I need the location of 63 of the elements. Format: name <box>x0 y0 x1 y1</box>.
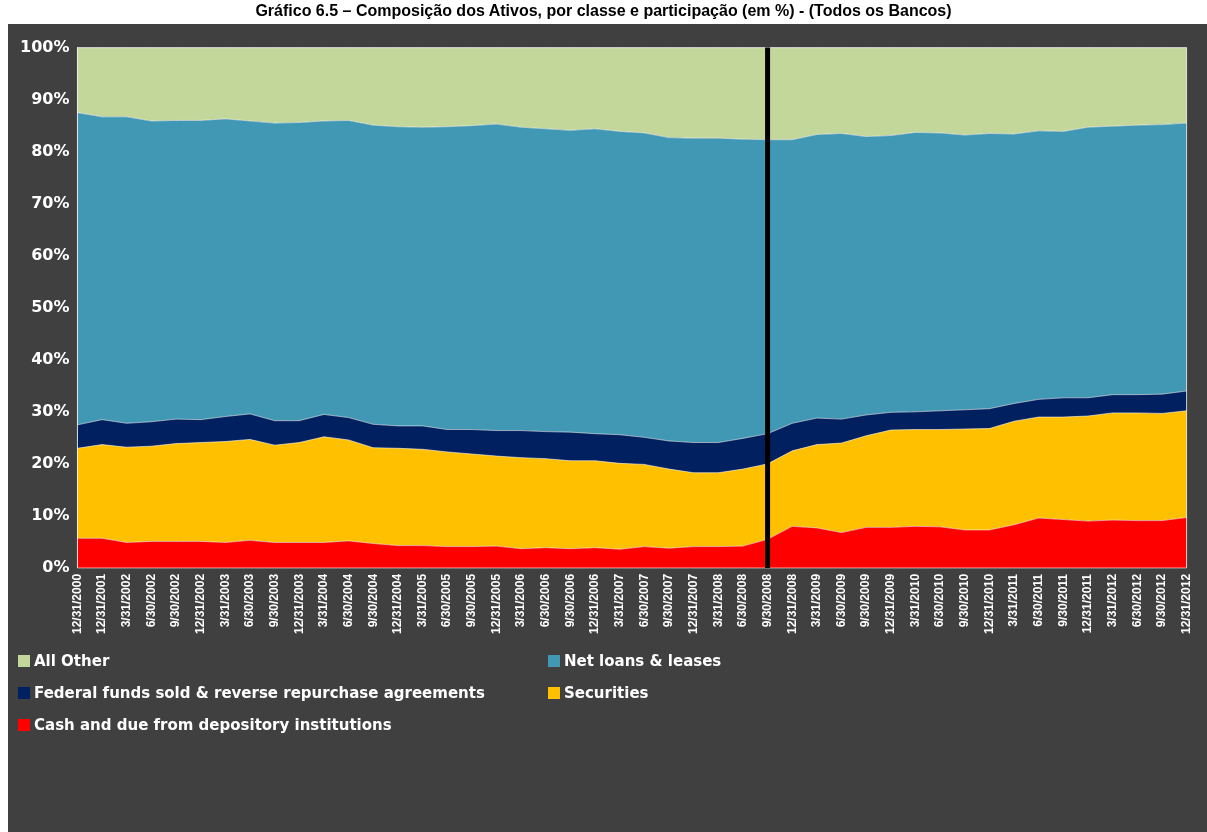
x-tick-label: 6/30/2008 <box>735 573 750 628</box>
x-tick-label: 9/30/2004 <box>365 573 380 628</box>
x-tick-label: 12/31/2012 <box>1178 573 1193 634</box>
legend-label: Cash and due from depository institutions <box>34 716 392 734</box>
x-tick-label: 9/30/2007 <box>661 573 676 628</box>
x-tick-label: 3/31/2007 <box>612 573 626 628</box>
x-tick-label: 12/31/2008 <box>784 573 799 634</box>
x-tick-label: 6/30/2006 <box>538 573 553 628</box>
x-tick-label: 9/30/2012 <box>1154 573 1169 628</box>
x-tick-label: 9/30/2009 <box>858 573 873 628</box>
x-tick-label: 3/31/2009 <box>809 573 824 628</box>
x-tick-label: 6/30/2007 <box>636 573 651 628</box>
x-tick-label: 6/30/2003 <box>242 573 257 628</box>
chart-title: Gráfico 6.5 – Composição dos Ativos, por classe e participação (em %) - (Todos os Bancos) <box>254 2 953 20</box>
y-tick-label: 70% <box>31 192 70 212</box>
x-tick-label: 6/30/2010 <box>932 573 947 628</box>
x-tick-label: 3/31/2005 <box>414 573 429 628</box>
x-tick-label: 9/30/2005 <box>464 573 479 628</box>
x-tick-label: 9/30/2002 <box>168 573 183 628</box>
y-tick-label: 50% <box>31 296 70 316</box>
y-tick-label: 60% <box>31 244 70 264</box>
y-tick-label: 40% <box>31 348 70 368</box>
x-tick-label: 9/30/2003 <box>266 573 281 628</box>
y-tick-label: 30% <box>31 401 70 420</box>
legend-label: Securities <box>564 684 649 702</box>
y-tick-label: 80% <box>31 140 70 160</box>
y-tick-label: 10% <box>31 505 70 525</box>
legend-label: All Other <box>34 652 110 670</box>
x-tick-label: 3/31/2011 <box>1006 573 1021 627</box>
x-tick-label: 3/31/2006 <box>513 573 528 628</box>
x-tick-label: 12/31/2004 <box>390 573 405 634</box>
x-tick-label: 3/31/2004 <box>316 573 331 628</box>
x-tick-label: 6/30/2012 <box>1129 573 1144 628</box>
x-tick-label: 3/31/2010 <box>907 573 922 628</box>
x-tick-label: 9/30/2011 <box>1055 573 1070 627</box>
x-tick-label: 3/31/2012 <box>1104 573 1119 628</box>
legend-label: Federal funds sold & reverse repurchase agreements <box>34 684 485 702</box>
x-tick-label: 9/30/2010 <box>957 573 972 628</box>
x-tick-label: 12/31/2005 <box>488 573 503 634</box>
legend-label: Net loans & leases <box>564 652 722 670</box>
x-tick-label: 12/31/2003 <box>291 573 306 634</box>
x-tick-label: 9/30/2006 <box>562 573 577 628</box>
x-tick-label: 3/31/2002 <box>119 573 134 628</box>
x-tick-label: 6/30/2004 <box>340 573 355 628</box>
x-tick-label: 6/30/2002 <box>143 573 158 628</box>
x-tick-label: 6/30/2011 <box>1031 573 1046 627</box>
x-tick-label: 9/30/2008 <box>759 573 774 628</box>
x-tick-label: 12/31/2010 <box>981 573 996 634</box>
y-tick-label: 0% <box>42 557 70 577</box>
x-tick-label: 6/30/2009 <box>833 573 848 628</box>
x-tick-label: 3/31/2008 <box>710 573 725 628</box>
y-tick-label: 100% <box>19 36 70 56</box>
x-tick-label: 12/31/2006 <box>587 573 602 634</box>
x-tick-label: 6/30/2005 <box>439 573 454 628</box>
x-tick-label: 3/31/2003 <box>217 573 232 628</box>
x-tick-label: 12/31/2000 <box>69 573 84 634</box>
x-tick-label: 12/31/2009 <box>883 573 898 634</box>
y-tick-label: 90% <box>31 88 70 108</box>
x-tick-label: 12/31/2002 <box>192 573 207 634</box>
y-tick-label: 20% <box>31 453 70 473</box>
x-tick-label: 12/31/2001 <box>94 573 109 634</box>
x-tick-label: 12/31/2011 <box>1080 573 1095 634</box>
x-tick-label: 12/31/2007 <box>685 573 700 634</box>
